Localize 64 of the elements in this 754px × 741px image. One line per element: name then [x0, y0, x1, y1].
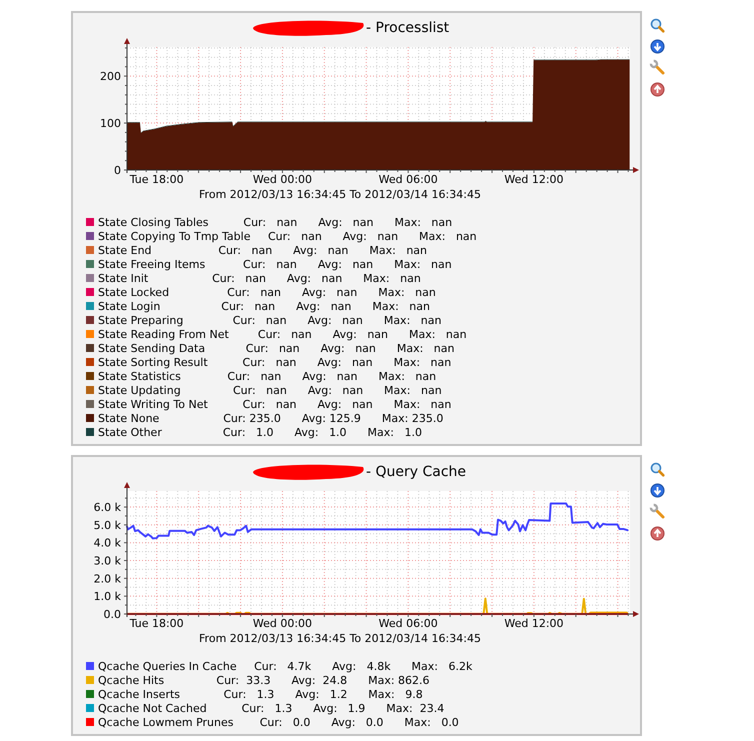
- legend-label: State Updating: [98, 384, 181, 397]
- text: Cur: nan Avg: nan Max: nan: [243, 216, 452, 229]
- text: Cur: nan Avg: nan Max: nan: [246, 342, 455, 355]
- legend-label: Qcache Not Cached: [98, 702, 207, 715]
- text: Cur: nan Avg: nan Max: nan: [227, 370, 436, 383]
- x-tick-label: Tue 18:00: [128, 173, 184, 186]
- text: Cur: nan Avg: nan Max: nan: [221, 300, 430, 313]
- x-axis-title: From 2012/03/13 16:34:45 To 2012/03/14 16:34:45: [199, 188, 481, 201]
- legend-label: State Freeing Items: [98, 258, 206, 271]
- y-tick-label: 200: [100, 70, 121, 84]
- text: Cur: nan Avg: nan Max: nan: [243, 258, 452, 271]
- text: Cur: nan Avg: nan Max: nan: [227, 286, 436, 299]
- x-tick-label: Wed 06:00: [378, 617, 438, 630]
- text: Cur: 1.3 Avg: 1.2 Max: 9.8: [224, 688, 423, 701]
- legend-label: State Reading From Net: [98, 328, 230, 341]
- legend-label: State Init: [98, 272, 149, 285]
- text: Cur: nan Avg: nan Max: nan: [218, 244, 428, 257]
- text: Cur: 1.3 Avg: 1.9 Max: 23.4: [242, 702, 444, 715]
- chart-title: - Processlist: [366, 20, 450, 36]
- legend-label: State Locked: [98, 286, 170, 299]
- text: Cur: 0.0 Avg: 0.0 Max: 0.0: [260, 716, 459, 729]
- x-tick-label: Wed 00:00: [252, 173, 312, 186]
- legend-label: Qcache Hits: [98, 674, 164, 687]
- text: Cur: nan Avg: nan Max: nan: [232, 384, 442, 397]
- legend-label: State Login: [98, 300, 160, 313]
- text: Cur: nan Avg: nan Max: nan: [232, 314, 442, 327]
- text: Cur: 1.0 Avg: 1.0 Max: 1.0: [222, 426, 422, 439]
- legend-label: State Writing To Net: [98, 398, 208, 411]
- x-tick-label: Wed 06:00: [378, 173, 438, 186]
- text: Cur: nan Avg: nan Max: nan: [268, 230, 477, 243]
- text: Cur: 235.0 Avg: 125.9 Max: 235.0: [223, 412, 444, 425]
- text: Cur: nan Avg: nan Max: nan: [212, 272, 421, 285]
- text: Cur: nan Avg: nan Max: nan: [242, 356, 452, 369]
- y-tick-label: 3.0 k: [94, 554, 122, 568]
- legend-label: State Other: [98, 426, 162, 439]
- legend-label: State End: [98, 244, 152, 257]
- text: Cur: 4.7k Avg: 4.8k Max: 6.2k: [254, 660, 473, 673]
- chart-title: - Query Cache: [366, 464, 466, 480]
- x-axis-title: From 2012/03/13 16:34:45 To 2012/03/14 16:34:45: [199, 632, 481, 645]
- y-tick-label: 100: [100, 117, 121, 130]
- legend-label: State Preparing: [98, 314, 184, 327]
- y-tick-label: 0.0: [104, 608, 121, 621]
- y-tick-label: 0: [114, 164, 121, 177]
- y-tick-label: 6.0 k: [94, 501, 122, 514]
- y-tick-label: 1.0 k: [94, 590, 122, 604]
- legend-label: State Sorting Result: [98, 356, 208, 369]
- x-tick-label: Wed 12:00: [504, 617, 564, 630]
- x-tick-label: Wed 00:00: [252, 617, 312, 630]
- legend-label: State Closing Tables: [98, 216, 209, 229]
- y-tick-label: 5.0 k: [94, 518, 122, 532]
- legend-label: State Statistics: [98, 370, 182, 383]
- text: Cur: nan Avg: nan Max: nan: [242, 398, 452, 411]
- legend-label: State None: [98, 412, 160, 425]
- x-tick-label: Tue 18:00: [128, 617, 184, 630]
- legend-label: State Sending Data: [98, 342, 206, 355]
- legend-label: Qcache Inserts: [98, 688, 180, 701]
- legend-label: State Copying To Tmp Table: [98, 230, 251, 243]
- y-tick-label: 4.0 k: [94, 536, 122, 550]
- text: Cur: 33.3 Avg: 24.8 Max: 862.6: [216, 674, 430, 687]
- x-tick-label: Wed 12:00: [504, 173, 564, 186]
- legend-label: Qcache Queries In Cache: [98, 660, 237, 673]
- text: Cur: nan Avg: nan Max: nan: [258, 328, 467, 341]
- y-tick-label: 2.0 k: [94, 572, 122, 586]
- legend-label: Qcache Lowmem Prunes: [98, 716, 234, 729]
